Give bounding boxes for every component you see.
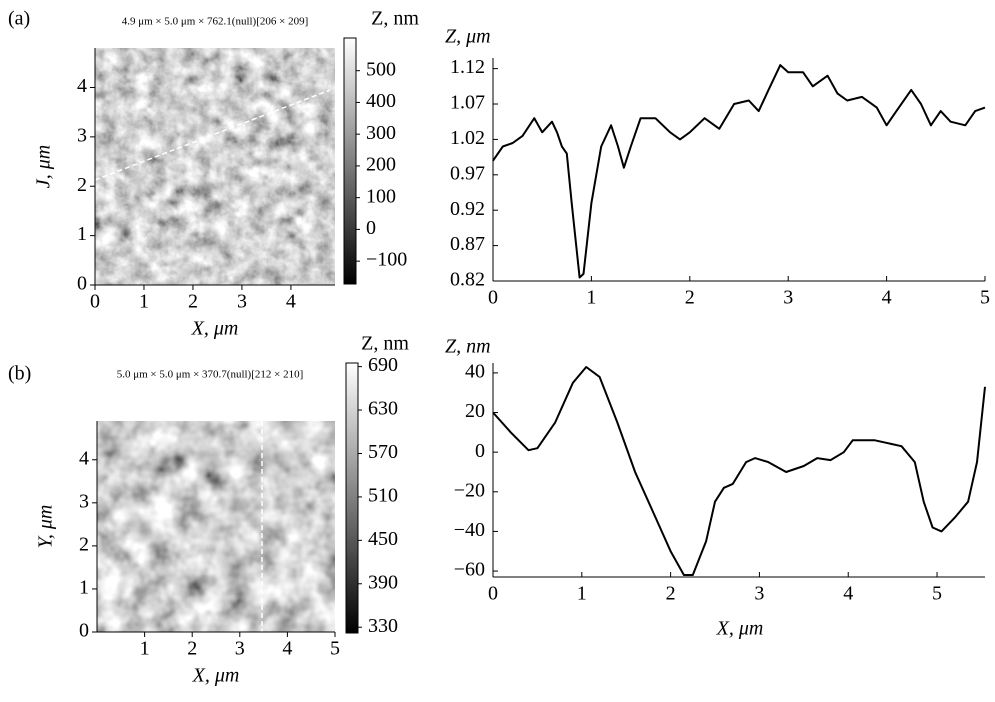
y-axis-label: J, μm [33, 145, 55, 188]
x-tick-label: 4 [282, 638, 292, 660]
afm-image [95, 48, 335, 285]
colorbar-label: Z, nm [371, 8, 419, 30]
x-tick-label: 3 [235, 638, 245, 660]
x-axis-label: X, μm [192, 665, 240, 687]
y-tick-label: 0.92 [450, 198, 485, 220]
y-tick-label: 3 [77, 124, 87, 146]
scan-line [94, 89, 331, 181]
y-tick-label: 20 [465, 400, 485, 422]
x-tick-label: 3 [754, 583, 764, 605]
x-tick-label: 1 [139, 291, 149, 313]
colorbar-label: Z, nm [361, 333, 409, 355]
colorbar-tick-label: 570 [368, 441, 398, 463]
colorbar-tick-label: 0 [366, 217, 376, 239]
y-tick-label: 0.87 [450, 233, 485, 255]
x-tick-label: 5 [330, 638, 340, 660]
x-tick-label: 4 [882, 287, 892, 309]
x-tick-label: 4 [286, 291, 296, 313]
colorbar-tick-label: 200 [366, 154, 396, 176]
x-tick-label: 0 [90, 291, 100, 313]
colorbar-tick-label: 510 [368, 485, 398, 507]
x-tick-label: 1 [577, 583, 587, 605]
y-tick-label: 1.02 [450, 127, 485, 149]
x-tick-label: 0 [488, 287, 498, 309]
colorbar-tick-label: 400 [366, 90, 396, 112]
y-tick-label: −60 [454, 559, 485, 581]
x-tick-label: 4 [843, 583, 853, 605]
profile-line [492, 64, 986, 279]
y-tick-label: 3 [79, 490, 89, 512]
colorbar-tick-label: 300 [366, 122, 396, 144]
y-tick-label: −40 [454, 519, 485, 541]
y-axis-label: Z, μm [445, 26, 491, 48]
colorbar-tick-label: 500 [366, 58, 396, 80]
x-tick-label: 5 [980, 287, 990, 309]
y-tick-label: 0 [77, 273, 87, 295]
panel-label: (a) [8, 8, 30, 30]
x-tick-label: 2 [666, 583, 676, 605]
y-axis-label: Z, nm [445, 336, 491, 358]
colorbar-tick-label: 390 [368, 571, 398, 593]
x-tick-label: 3 [783, 287, 793, 309]
y-tick-label: 1.12 [450, 56, 485, 78]
y-tick-label: 0.82 [450, 269, 485, 291]
colorbar-tick-label: −100 [366, 249, 407, 271]
colorbar [345, 362, 359, 634]
x-axis-label: X, μm [716, 618, 764, 640]
y-tick-label: 4 [79, 447, 89, 469]
y-tick-label: 0.97 [450, 162, 485, 184]
colorbar-tick-label: 690 [368, 354, 398, 376]
y-tick-label: −20 [454, 479, 485, 501]
y-tick-label: 0 [79, 620, 89, 642]
image-title: 4.9 μm × 5.0 μm × 762.1(null)[206 × 209] [122, 16, 309, 28]
x-tick-label: 2 [685, 287, 695, 309]
afm-image [97, 421, 335, 632]
y-tick-label: 1 [79, 577, 89, 599]
y-tick-label: 2 [77, 174, 87, 196]
colorbar-tick-label: 330 [368, 615, 398, 637]
image-title: 5.0 μm × 5.0 μm × 370.7(null)[212 × 210] [117, 369, 304, 381]
colorbar-tick-label: 630 [368, 398, 398, 420]
x-tick-label: 2 [188, 291, 198, 313]
x-tick-label: 1 [140, 638, 150, 660]
x-axis-label: X, μm [191, 318, 239, 340]
profile-line [492, 366, 986, 576]
colorbar-tick-label: 450 [368, 528, 398, 550]
x-tick-label: 3 [237, 291, 247, 313]
panel-label: (b) [8, 363, 31, 385]
y-tick-label: 4 [77, 75, 87, 97]
colorbar [343, 37, 357, 285]
x-tick-label: 1 [586, 287, 596, 309]
y-tick-label: 1.07 [450, 92, 485, 114]
x-tick-label: 5 [932, 583, 942, 605]
colorbar-tick-label: 100 [366, 185, 396, 207]
x-tick-label: 2 [187, 638, 197, 660]
y-tick-label: 1 [77, 223, 87, 245]
x-tick-label: 0 [488, 583, 498, 605]
y-tick-label: 0 [475, 440, 485, 462]
y-axis-label: Y, μm [35, 505, 57, 549]
y-tick-label: 2 [79, 533, 89, 555]
y-tick-label: 40 [465, 361, 485, 383]
